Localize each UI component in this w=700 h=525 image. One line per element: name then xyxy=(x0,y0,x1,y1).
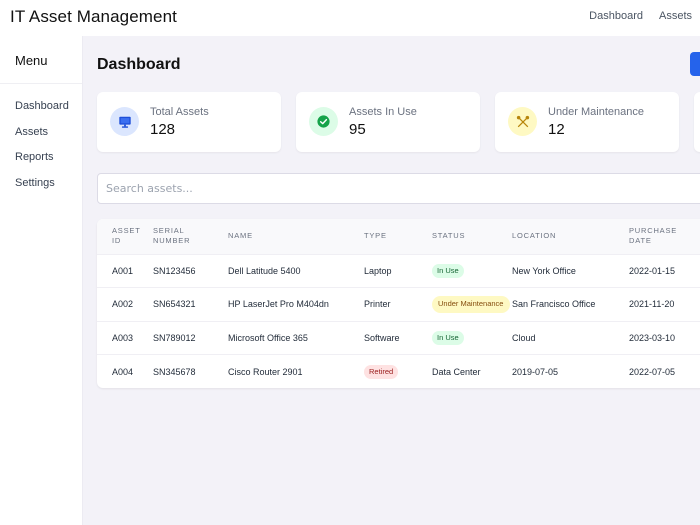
app-title: IT Asset Management xyxy=(10,7,177,26)
cell-name: Dell Latitude 5400 xyxy=(228,253,364,288)
stat-label: Total Assets xyxy=(150,106,209,118)
search-input[interactable] xyxy=(97,173,700,204)
stat-value: 95 xyxy=(349,121,366,138)
cell-type: Software xyxy=(364,320,432,355)
cell-extra-date: 2022-07-05 xyxy=(629,354,700,388)
cell-status: In Use xyxy=(432,253,512,288)
top-nav: Dashboard Assets xyxy=(589,10,692,22)
table-row[interactable]: A002 SN654321 HP LaserJet Pro M404dn Pri… xyxy=(97,287,700,321)
cell-name: HP LaserJet Pro M404dn xyxy=(228,287,364,321)
cell-name: Cisco Router 2901 xyxy=(228,354,364,388)
cell-serial: SN123456 xyxy=(153,253,228,288)
table-header-row: Asset ID Serial Number Name Type Status Lo… xyxy=(97,219,700,254)
page-title: Dashboard xyxy=(97,56,181,73)
stat-value: 128 xyxy=(150,121,176,138)
monitor-icon xyxy=(110,107,139,136)
sidebar-heading: Menu xyxy=(0,36,82,84)
cell-location: Cloud xyxy=(512,320,629,355)
status-badge: Retired xyxy=(364,364,399,379)
cell-purchase-date: 2023-03-10 xyxy=(629,320,700,355)
cell-purchase-date-misaligned: 2019-07-05 xyxy=(512,354,629,388)
sidebar-item-settings[interactable]: Settings xyxy=(15,176,55,189)
stat-label: Assets In Use xyxy=(349,106,417,118)
sidebar-item-reports[interactable]: Reports xyxy=(15,151,54,163)
col-asset-id[interactable]: Asset ID xyxy=(112,226,141,246)
cell-name: Microsoft Office 365 xyxy=(228,320,364,355)
assets-table: Asset ID Serial Number Name Type Status Lo… xyxy=(97,219,700,388)
table-row[interactable]: A003 SN789012 Microsoft Office 365 Softw… xyxy=(97,320,700,355)
top-bar: IT Asset Management Dashboard Assets xyxy=(0,0,700,36)
col-status[interactable]: Status xyxy=(432,231,466,241)
status-badge: In Use xyxy=(432,330,464,345)
cell-purchase-date: 2022-01-15 xyxy=(629,253,700,288)
cell-asset-id: A002 xyxy=(97,287,153,321)
stat-cards: Total Assets 128 Assets In Use 95 Under … xyxy=(97,92,700,152)
add-asset-button[interactable] xyxy=(690,52,700,76)
col-purchase-date[interactable]: Purchase Date xyxy=(629,226,678,246)
cell-asset-id: A001 xyxy=(97,253,153,288)
cell-serial: SN345678 xyxy=(153,354,228,388)
sidebar-menu: Dashboard Assets Reports Settings xyxy=(0,84,82,202)
table-row[interactable]: A004 SN345678 Cisco Router 2901 Retired … xyxy=(97,354,700,388)
cell-purchase-date: 2021-11-20 xyxy=(629,287,700,321)
cell-serial: SN654321 xyxy=(153,287,228,321)
cell-location-misaligned: Data Center xyxy=(432,354,512,388)
cell-type: Printer xyxy=(364,287,432,321)
sidebar: Menu Dashboard Assets Reports Settings xyxy=(0,36,83,525)
stat-card-partial xyxy=(694,92,700,152)
table-row[interactable]: A001 SN123456 Dell Latitude 5400 Laptop … xyxy=(97,253,700,288)
cell-status: In Use xyxy=(432,320,512,355)
cell-status: Under Maintenance xyxy=(432,287,512,321)
cell-serial: SN789012 xyxy=(153,320,228,355)
col-location[interactable]: Location xyxy=(512,231,557,241)
cell-status-misaligned: Retired xyxy=(364,354,432,388)
status-badge: Under Maintenance xyxy=(432,296,510,313)
top-nav-assets[interactable]: Assets xyxy=(658,10,692,22)
sidebar-item-dashboard[interactable]: Dashboard xyxy=(15,100,69,112)
stat-card-assets-in-use: Assets In Use 95 xyxy=(296,92,480,152)
col-serial-number[interactable]: Serial Number xyxy=(153,226,191,246)
stat-value: 12 xyxy=(548,121,565,138)
cell-type: Laptop xyxy=(364,253,432,288)
main-content: Dashboard Total Assets 128 Assets In Use… xyxy=(83,36,700,525)
sidebar-item-assets[interactable]: Assets xyxy=(15,125,49,138)
col-type[interactable]: Type xyxy=(364,231,387,241)
cell-location: San Francisco Office xyxy=(512,287,629,321)
check-circle-icon xyxy=(309,107,338,136)
cell-asset-id: A004 xyxy=(97,354,153,388)
stat-card-total-assets: Total Assets 128 xyxy=(97,92,281,152)
status-badge: In Use xyxy=(432,263,464,278)
col-name[interactable]: Name xyxy=(228,231,253,241)
stat-card-under-maintenance: Under Maintenance 12 xyxy=(495,92,679,152)
top-nav-dashboard[interactable]: Dashboard xyxy=(589,10,643,22)
cell-asset-id: A003 xyxy=(97,320,153,355)
cell-location: New York Office xyxy=(512,253,629,288)
stat-label: Under Maintenance xyxy=(548,106,645,118)
tools-icon xyxy=(508,107,537,136)
